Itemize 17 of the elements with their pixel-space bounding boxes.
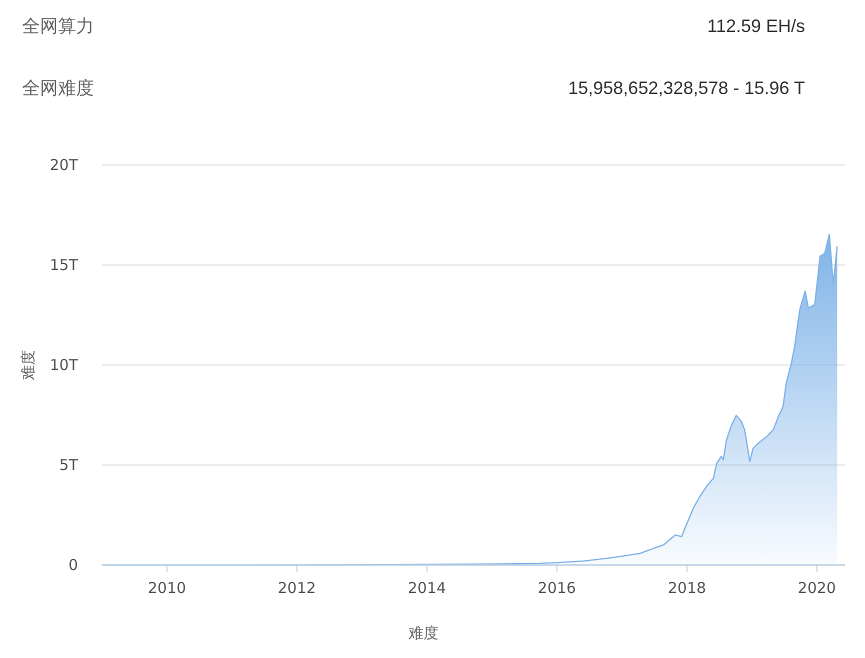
y-tick-label: 5T — [59, 456, 79, 474]
y-tick-label: 20T — [50, 156, 79, 174]
x-tick-label: 2016 — [538, 579, 576, 597]
text: 15,958,652,328,578 - 15.96 T — [568, 78, 805, 98]
text: 112.59 EH/s — [707, 16, 805, 36]
text: 全网难度 — [22, 78, 94, 98]
x-axis-title: 难度 — [408, 624, 438, 642]
x-tick-label: 2010 — [148, 579, 186, 597]
y-axis-title: 难度 — [19, 350, 37, 381]
y-tick-label: 0 — [68, 556, 78, 574]
x-tick-label: 2014 — [408, 579, 446, 597]
y-tick-label: 10T — [50, 356, 79, 374]
x-tick-label: 2012 — [278, 579, 316, 597]
y-tick-label: 15T — [50, 256, 79, 274]
text: 全网算力 — [22, 16, 94, 36]
x-tick-label: 2020 — [798, 579, 836, 597]
x-tick-label: 2018 — [668, 579, 706, 597]
